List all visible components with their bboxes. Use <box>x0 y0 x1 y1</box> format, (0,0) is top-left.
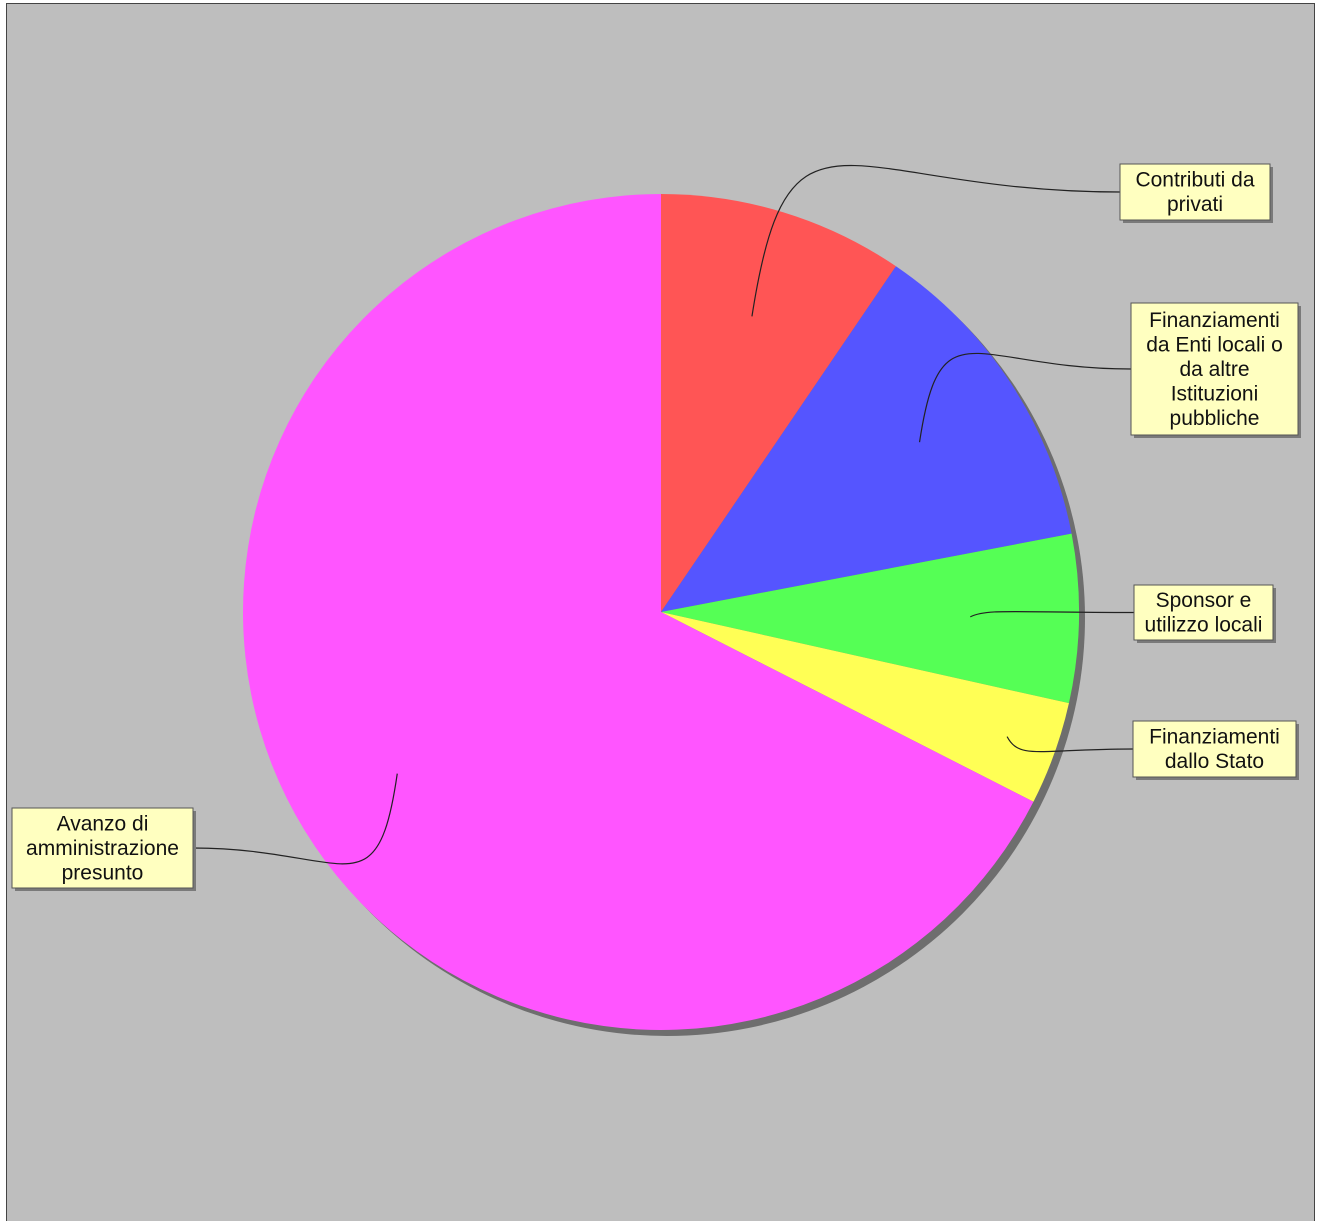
label-box <box>1130 302 1299 436</box>
pie-slice <box>661 533 1079 704</box>
leader-line <box>751 164 1121 317</box>
label-box <box>1133 584 1274 641</box>
slice-label-line: Istituzioni <box>1171 382 1259 405</box>
slice-label-line: Finanziamenti <box>1149 726 1280 749</box>
slice-label-line: privati <box>1167 193 1223 216</box>
label-box <box>1119 163 1271 221</box>
slice-label-line: Sponsor e <box>1156 589 1252 612</box>
label-box <box>11 807 194 889</box>
label-box <box>1132 720 1297 778</box>
slice-label-line: amministrazione <box>26 837 179 860</box>
pie-slices <box>242 194 1079 1030</box>
pie-slice <box>661 266 1072 612</box>
slice-label-line: presunto <box>62 861 144 884</box>
pie-slice <box>242 194 1034 1030</box>
leader-line <box>918 352 1132 443</box>
slice-label-line: Finanziamenti <box>1149 309 1280 332</box>
pie-slice <box>661 612 1069 802</box>
leader-lines <box>192 164 1135 865</box>
slice-label-line: Contributi da <box>1135 169 1254 192</box>
slice-label-line: dallo Stato <box>1165 750 1264 773</box>
leader-line <box>970 610 1135 618</box>
leader-line <box>1006 736 1134 753</box>
slice-label-line: pubbliche <box>1170 407 1260 430</box>
slice-label-line: da Enti locali o <box>1146 333 1283 356</box>
slice-label-line: da altre <box>1179 358 1249 381</box>
leader-line <box>192 773 398 865</box>
slice-label-line: utilizzo locali <box>1145 614 1263 637</box>
slice-label-line: Avanzo di <box>57 812 149 835</box>
pie-slice <box>661 194 896 612</box>
